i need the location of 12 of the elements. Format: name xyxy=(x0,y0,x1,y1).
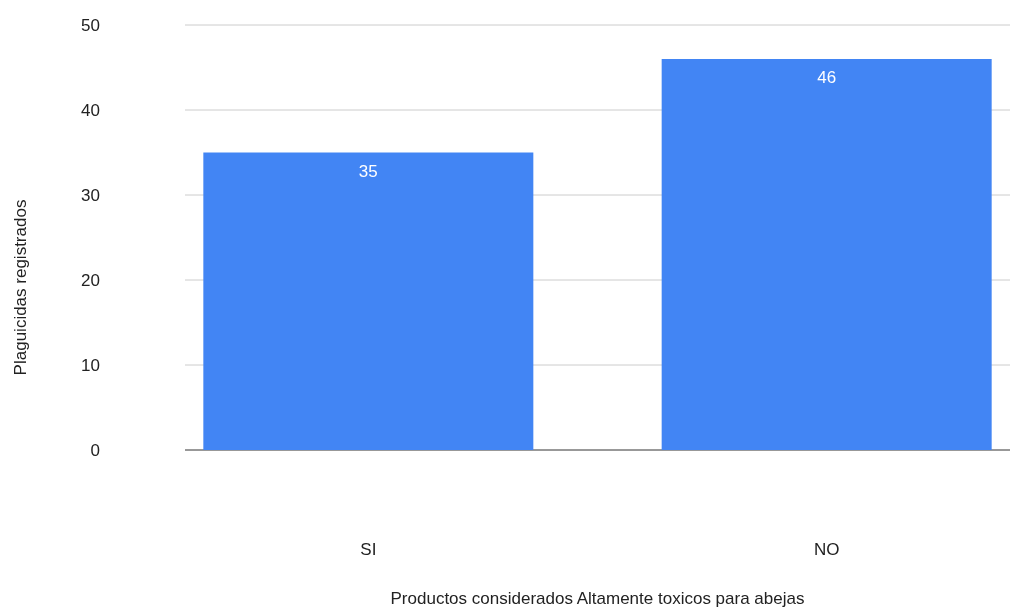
y-tick-label: 20 xyxy=(81,271,100,290)
y-tick-label: 50 xyxy=(81,16,100,35)
y-tick-label: 30 xyxy=(81,186,100,205)
y-tick-label: 10 xyxy=(81,356,100,375)
x-tick-label: SI xyxy=(360,540,377,559)
data-label: 35 xyxy=(358,161,378,181)
y-tick-label: 40 xyxy=(81,101,100,120)
y-axis-title: Plaguicidas registrados xyxy=(11,199,30,376)
y-tick-label: 0 xyxy=(90,441,100,460)
data-label: 46 xyxy=(817,68,837,87)
x-axis-title: Productos considerados Altamente toxicos para abejas xyxy=(390,589,805,608)
x-tick-label: NO xyxy=(813,540,840,559)
